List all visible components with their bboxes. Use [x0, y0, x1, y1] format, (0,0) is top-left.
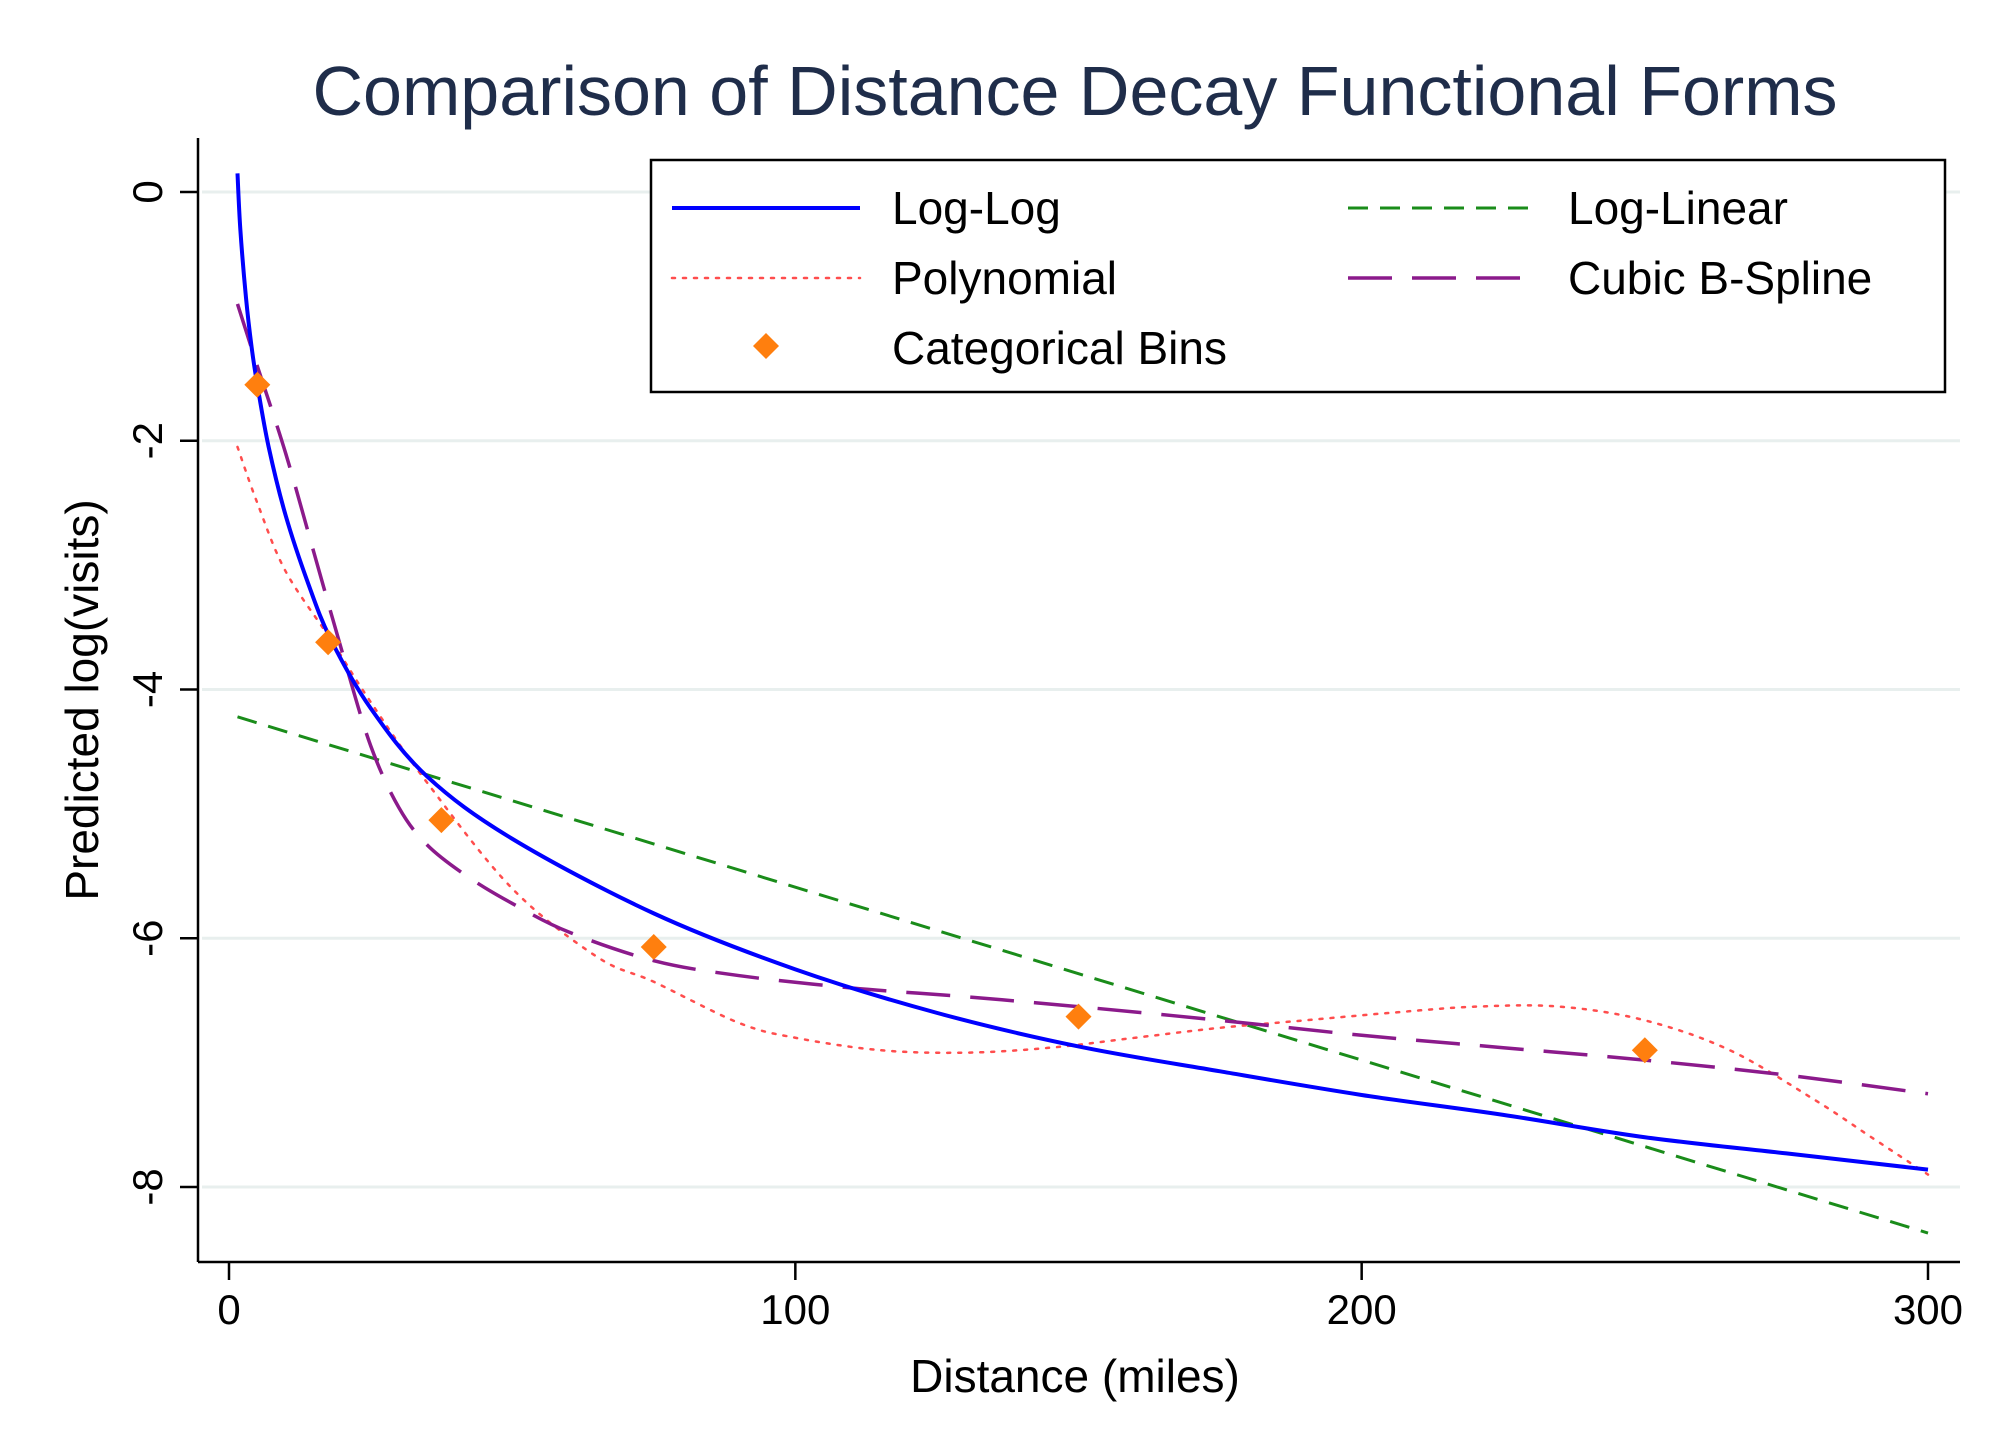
data-point-categorical-bins — [1065, 1003, 1092, 1030]
plot-series — [235, 173, 1930, 1235]
legend-swatch-categorical-bins — [753, 333, 779, 359]
y-tick-label: -4 — [124, 671, 171, 708]
series-polynomial — [236, 445, 1930, 1176]
y-tick-label: -8 — [124, 1168, 171, 1205]
series-line-log-linear — [237, 715, 1929, 1235]
y-tick-label: 0 — [124, 180, 171, 203]
data-point-categorical-bins — [315, 629, 342, 656]
legend-label: Polynomial — [892, 252, 1117, 304]
legend-label: Log-Log — [892, 182, 1061, 234]
legend-item-cubic-b-spline: Cubic B-Spline — [1348, 252, 1872, 304]
y-axis-label: Predicted log(visits) — [56, 499, 108, 900]
legend-item-polynomial: Polynomial — [670, 252, 1117, 304]
legend-label: Categorical Bins — [892, 322, 1227, 374]
chart-title: Comparison of Distance Decay Functional … — [312, 52, 1837, 130]
series-categorical-bins — [244, 371, 1658, 1064]
series-line-polynomial — [236, 445, 1930, 1176]
x-tick-label: 0 — [217, 1286, 240, 1333]
data-point-categorical-bins — [244, 371, 271, 398]
series-line-cubic-b-spline — [235, 303, 1929, 1096]
legend-box — [649, 158, 1947, 394]
legend-label: Cubic B-Spline — [1568, 252, 1872, 304]
y-tick-label: -2 — [124, 422, 171, 459]
legend-item-categorical-bins: Categorical Bins — [753, 322, 1227, 374]
series-line-log-log — [235, 173, 1929, 1172]
series-cubic-b-spline — [235, 303, 1929, 1096]
x-tick-label: 100 — [760, 1286, 830, 1333]
y-tick-label: -6 — [124, 920, 171, 957]
x-axis-ticks: 0 100 200 300 — [217, 1262, 1963, 1333]
data-point-categorical-bins — [1631, 1037, 1658, 1064]
legend-item-log-log: Log-Log — [672, 182, 1061, 234]
series-log-linear — [237, 715, 1929, 1235]
data-point-categorical-bins — [640, 933, 667, 960]
x-tick-label: 300 — [1893, 1286, 1963, 1333]
y-axis-ticks: 0 -2 -4 -6 -8 — [124, 180, 198, 1206]
legend: Log-Log Log-Linear Polynomial Cubic B-Splin… — [649, 158, 1947, 394]
legend-item-log-linear: Log-Linear — [1348, 182, 1788, 234]
legend-label: Log-Linear — [1568, 182, 1788, 234]
x-tick-label: 200 — [1327, 1286, 1397, 1333]
data-point-categorical-bins — [428, 807, 455, 834]
series-log-log — [235, 173, 1929, 1172]
x-axis-label: Distance (miles) — [910, 1350, 1240, 1402]
